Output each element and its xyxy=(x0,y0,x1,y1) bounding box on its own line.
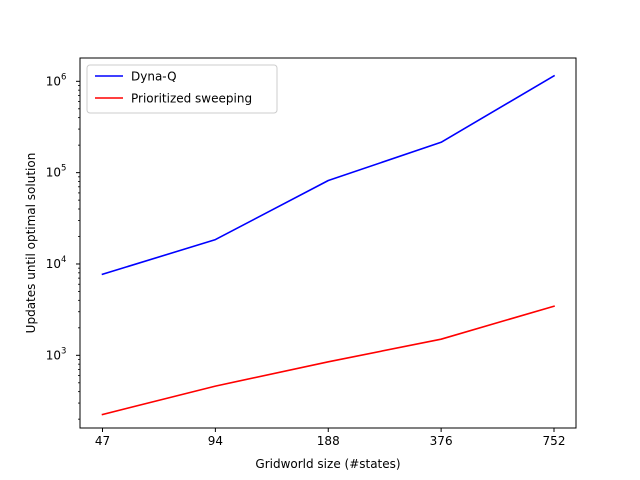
series-layer xyxy=(101,74,556,416)
legend-label: Dyna-Q xyxy=(131,70,177,84)
series-line-prioritized-sweeping xyxy=(101,305,555,416)
x-tick-label: 376 xyxy=(430,434,453,448)
y-tick-exponent: 6 xyxy=(61,72,66,82)
plot-area xyxy=(80,58,576,428)
y-tick-label: 10 xyxy=(46,257,61,271)
x-axis: 47 94 188 376 752 xyxy=(95,428,566,448)
y-tick-exponent: 4 xyxy=(61,255,66,265)
x-tick-label: 188 xyxy=(317,434,340,448)
y-tick-label: 10 xyxy=(46,74,61,88)
x-tick-label: 752 xyxy=(543,434,566,448)
y-tick-exponent: 3 xyxy=(61,346,66,356)
legend: Dyna-Q Prioritized sweeping xyxy=(86,64,278,114)
x-axis-label: Gridworld size (#states) xyxy=(255,457,400,471)
x-tick-label: 94 xyxy=(208,434,223,448)
series-line-dyna-q xyxy=(101,74,556,276)
legend-label: Prioritized sweeping xyxy=(131,92,252,106)
legend-box xyxy=(86,64,278,114)
y-tick-label: 10 xyxy=(46,348,61,362)
y-tick-exponent: 5 xyxy=(61,164,66,174)
y-tick-label: 10 xyxy=(46,166,61,180)
y-axis-label: Updates until optimal solution xyxy=(24,153,38,334)
x-tick-label: 47 xyxy=(95,434,110,448)
